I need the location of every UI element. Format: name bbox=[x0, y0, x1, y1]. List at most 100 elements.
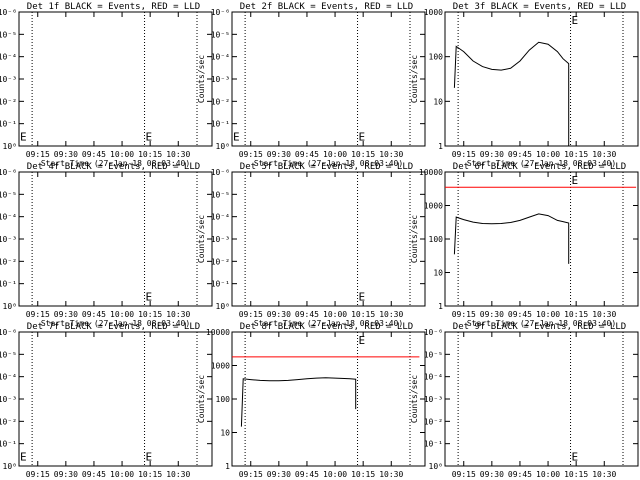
plot-title: Det 2f BLACK = Events, RED = LLD bbox=[240, 2, 413, 12]
detector-plot-9: Det 9f BLACK = Events, RED = LLD 10⁰ 10⁻¹ 1… bbox=[410, 322, 639, 480]
plot-title: Det 8f BLACK = Events, RED = LLD bbox=[240, 322, 413, 332]
x-tick-label: 09:45 bbox=[508, 150, 532, 159]
plot-frame bbox=[231, 331, 426, 467]
events-series-line bbox=[453, 213, 570, 264]
x-tick-label: 09:30 bbox=[480, 150, 504, 159]
x-tick-label: 09:45 bbox=[295, 150, 319, 159]
x-tick-label: 09:15 bbox=[26, 150, 50, 159]
y-tick-label: 10⁻⁵ bbox=[211, 190, 230, 199]
y-tick-label: 1000 bbox=[211, 362, 230, 371]
plot-frame bbox=[231, 11, 426, 147]
x-tick-label: 09:15 bbox=[239, 470, 263, 479]
y-tick-label: 10⁻³ bbox=[0, 75, 17, 84]
x-tick-label: 09:45 bbox=[295, 470, 319, 479]
y-tick-label: 10⁻² bbox=[0, 257, 17, 266]
event-marker-label: E bbox=[20, 451, 27, 464]
plot-frame bbox=[444, 11, 639, 147]
y-tick-label: 10⁻² bbox=[0, 97, 17, 106]
y-tick-label: 10⁻⁶ bbox=[0, 328, 17, 337]
x-tick-label: 09:15 bbox=[239, 150, 263, 159]
x-tick-label: 09:30 bbox=[267, 310, 291, 319]
y-axis-label: Counts/sec bbox=[197, 215, 206, 263]
y-tick-label: 10⁰ bbox=[216, 142, 230, 151]
y-tick-label: 10000 bbox=[419, 168, 443, 177]
y-tick-label: 10⁻⁶ bbox=[0, 8, 17, 17]
x-tick-label: 09:15 bbox=[239, 310, 263, 319]
plot-title: Det 7f BLACK = Events, RED = LLD bbox=[27, 322, 200, 332]
x-tick-label: 10:15 bbox=[138, 310, 162, 319]
y-tick-label: 10⁻³ bbox=[211, 235, 230, 244]
y-tick-label: 10⁻¹ bbox=[0, 280, 17, 289]
plot-frame bbox=[444, 171, 639, 307]
event-marker-label: E bbox=[572, 174, 579, 187]
events-series-line bbox=[240, 377, 357, 427]
y-tick-label: 10 bbox=[220, 429, 230, 438]
plot-title: Det 5f BLACK = Events, RED = LLD bbox=[240, 162, 413, 172]
event-marker-label: E bbox=[359, 291, 366, 304]
events-series-line bbox=[453, 41, 570, 146]
event-marker-label: E bbox=[146, 451, 153, 464]
y-tick-label: 10⁻⁴ bbox=[0, 213, 17, 222]
x-tick-label: 10:30 bbox=[166, 310, 190, 319]
x-tick-label: 10:00 bbox=[110, 310, 134, 319]
x-tick-label: 10:15 bbox=[138, 470, 162, 479]
x-tick-label: 10:00 bbox=[536, 150, 560, 159]
y-tick-label: 1 bbox=[225, 462, 230, 471]
y-tick-label: 1000 bbox=[424, 8, 443, 17]
event-marker-label: E bbox=[572, 451, 579, 464]
y-tick-label: 10⁻⁶ bbox=[0, 168, 17, 177]
y-tick-label: 100 bbox=[429, 53, 444, 62]
plot-title: Det 1f BLACK = Events, RED = LLD bbox=[27, 2, 200, 12]
y-tick-label: 10 bbox=[433, 269, 443, 278]
y-tick-label: 10⁻⁵ bbox=[0, 190, 17, 199]
detector-plot-1: Det 1f BLACK = Events, RED = LLD 10⁰ 10⁻¹ 1… bbox=[0, 2, 213, 168]
x-tick-label: 09:15 bbox=[452, 470, 476, 479]
y-tick-label: 10 bbox=[433, 97, 443, 106]
y-tick-label: 10⁻² bbox=[424, 417, 443, 426]
y-tick-label: 10⁻⁵ bbox=[0, 30, 17, 39]
y-axis-label: Counts/sec bbox=[197, 55, 206, 103]
event-marker-label: E bbox=[233, 131, 240, 144]
y-axis-label: Counts/sec bbox=[197, 375, 206, 423]
y-tick-label: 100 bbox=[429, 235, 444, 244]
y-tick-label: 10⁻¹ bbox=[211, 280, 230, 289]
x-tick-label: 09:15 bbox=[26, 310, 50, 319]
x-tick-label: 10:30 bbox=[379, 150, 403, 159]
plot-frame bbox=[444, 331, 639, 467]
x-tick-label: 10:00 bbox=[536, 310, 560, 319]
x-tick-label: 09:15 bbox=[452, 150, 476, 159]
x-axis-label: Start Time (27-Jan-18 08:03:40) bbox=[254, 159, 403, 168]
plot-frame bbox=[18, 171, 213, 307]
x-tick-label: 09:45 bbox=[82, 470, 106, 479]
x-tick-label: 10:30 bbox=[592, 310, 616, 319]
y-tick-label: 10⁻⁶ bbox=[211, 8, 230, 17]
x-tick-label: 10:15 bbox=[138, 150, 162, 159]
y-tick-label: 10⁻³ bbox=[424, 395, 443, 404]
y-tick-label: 10⁻⁴ bbox=[424, 373, 443, 382]
x-tick-label: 10:30 bbox=[166, 150, 190, 159]
x-axis-label: Start Time (27-Jan-18 08:03:40) bbox=[41, 319, 190, 328]
y-tick-label: 10⁰ bbox=[3, 302, 17, 311]
y-tick-label: 10⁰ bbox=[216, 302, 230, 311]
y-tick-label: 10⁻² bbox=[211, 257, 230, 266]
plot-frame bbox=[18, 11, 213, 147]
detector-plot-4: Det 4f BLACK = Events, RED = LLD 10⁰ 10⁻¹ 1… bbox=[0, 162, 213, 328]
x-axis-label: Start Time (27-Jan-18 08:03:40) bbox=[41, 159, 190, 168]
detector-plot-7: Det 7f BLACK = Events, RED = LLD 10⁰ 10⁻¹ 1… bbox=[0, 322, 213, 480]
x-axis-label: Start Time (27-Jan-18 08:03:40) bbox=[467, 159, 616, 168]
detector-plot-5: Det 5f BLACK = Events, RED = LLD 10⁰ 10⁻¹ 1… bbox=[197, 162, 426, 328]
x-tick-label: 10:00 bbox=[323, 310, 347, 319]
y-tick-label: 10⁰ bbox=[3, 462, 17, 471]
y-tick-label: 10⁻⁴ bbox=[211, 53, 230, 62]
y-tick-label: 10⁰ bbox=[429, 462, 443, 471]
y-tick-label: 10⁻¹ bbox=[424, 440, 443, 449]
y-tick-label: 10⁻¹ bbox=[0, 120, 17, 129]
y-tick-label: 10⁻⁵ bbox=[0, 350, 17, 359]
plot-title: Det 3f BLACK = Events, RED = LLD bbox=[453, 2, 626, 12]
y-tick-label: 10⁻³ bbox=[0, 395, 17, 404]
y-tick-label: 10⁻² bbox=[211, 97, 230, 106]
plot-frame bbox=[18, 331, 213, 467]
y-tick-label: 1 bbox=[438, 302, 443, 311]
x-tick-label: 09:45 bbox=[508, 470, 532, 479]
plot-title: Det 6f BLACK = Events, RED = LLD bbox=[453, 162, 626, 172]
